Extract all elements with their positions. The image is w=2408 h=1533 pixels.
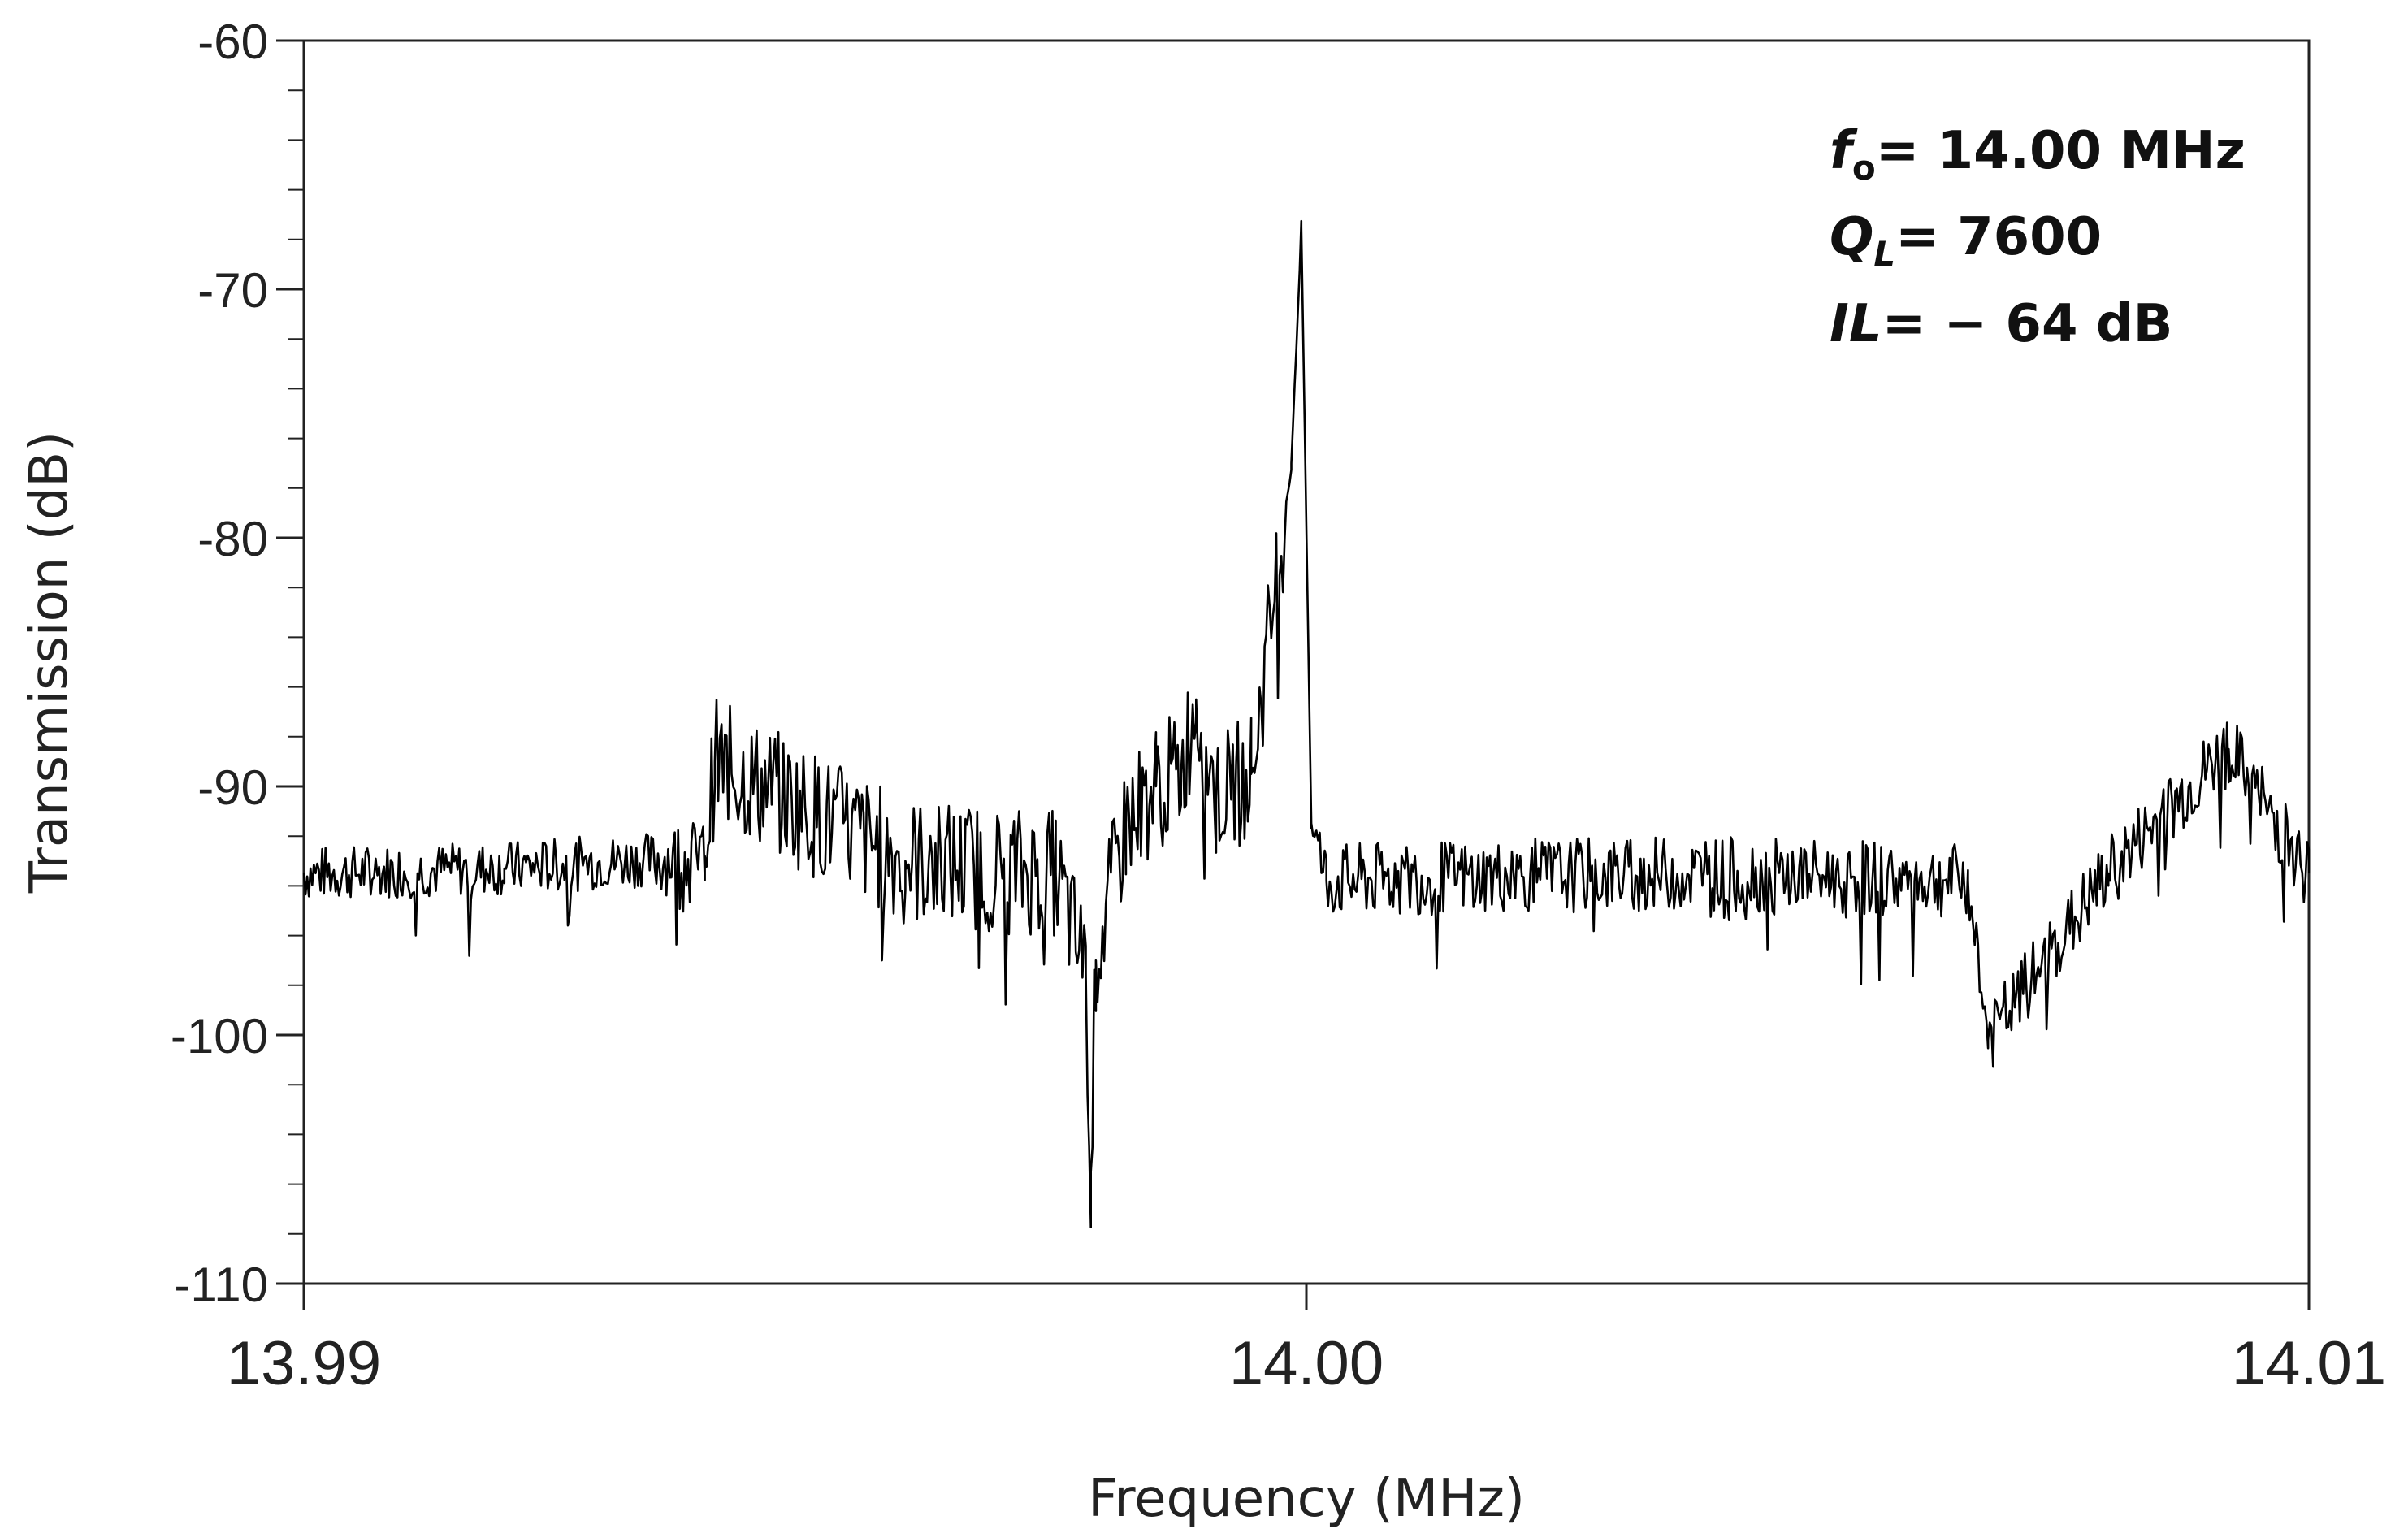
x-tick-label: 14.01 [2232, 1329, 2386, 1398]
y-tick-label: -70 [197, 263, 268, 318]
transmission-trace [302, 219, 2311, 1228]
annotation-box: fo= 14.00 MHz QL= 7600 IL= − 64 dB [1830, 121, 2246, 354]
y-tick-label: -60 [197, 15, 268, 69]
y-tick-label: -110 [174, 1258, 268, 1312]
x-tick-label: 13.99 [227, 1329, 381, 1398]
annotation-resonant-frequency: fo= 14.00 MHz [1830, 121, 2246, 188]
y-tick-label: -100 [171, 1009, 268, 1063]
y-axis-title: Transmission (dB) [19, 431, 80, 894]
y-tick-label: -80 [197, 512, 268, 566]
annotation-loaded-q: QL= 7600 [1830, 207, 2102, 274]
y-tick-label: -90 [197, 760, 268, 815]
y-axis-ticks: -60 -70 -80 -90 -100 -110 [171, 15, 304, 1312]
x-tick-label: 14.00 [1229, 1329, 1384, 1398]
y-minor-ticks [288, 89, 304, 1235]
annotation-insertion-loss: IL= − 64 dB [1830, 294, 2172, 354]
x-axis-title: Frequency (MHz) [1088, 1469, 1525, 1529]
x-axis-ticks: 13.99 14.00 14.01 [227, 1284, 2386, 1398]
